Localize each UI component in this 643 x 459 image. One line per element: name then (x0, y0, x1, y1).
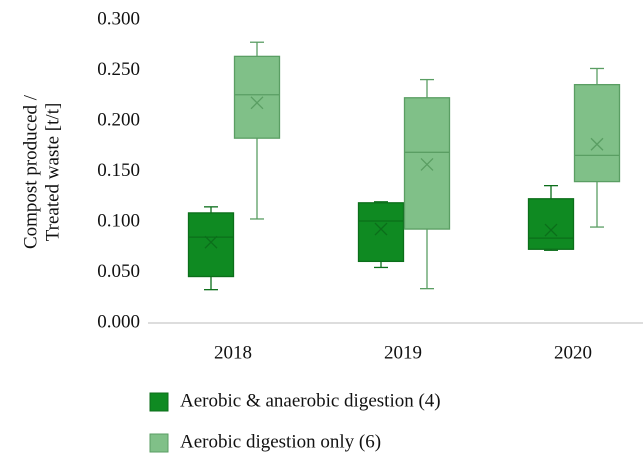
y-axis-title: Compost produced / Treated waste [t/t] (20, 94, 63, 249)
mean-marker (544, 223, 558, 237)
y-tick-label: 0.300 (97, 8, 140, 29)
box (403, 97, 451, 230)
mean-marker (420, 157, 434, 171)
y-tick-label: 0.100 (97, 210, 140, 231)
mean-marker (590, 137, 604, 151)
mean-marker (204, 235, 218, 249)
y-tick-label: 0.000 (97, 311, 140, 332)
y-label-line: Treated waste [t/t] (42, 103, 63, 242)
legend-label: Aerobic digestion only (6) (180, 431, 381, 452)
legend-swatch (149, 392, 169, 412)
mean-marker (374, 222, 388, 236)
y-tick-label: 0.250 (97, 59, 140, 80)
box (233, 55, 281, 139)
legend-label: Aerobic & anaerobic digestion (4) (180, 390, 441, 411)
y-tick-label: 0.200 (97, 109, 140, 130)
mean-marker (250, 96, 264, 110)
box (357, 202, 405, 263)
box (187, 212, 235, 278)
x-tick-label: 2020 (554, 342, 592, 363)
y-tick-label: 0.050 (97, 261, 140, 282)
y-tick-label: 0.150 (97, 160, 140, 181)
x-tick-label: 2019 (384, 342, 422, 363)
x-tick-label: 2018 (214, 342, 252, 363)
box (527, 198, 575, 250)
y-label-line: Compost produced / (20, 94, 41, 249)
legend-swatch (149, 433, 169, 453)
box (573, 83, 621, 183)
